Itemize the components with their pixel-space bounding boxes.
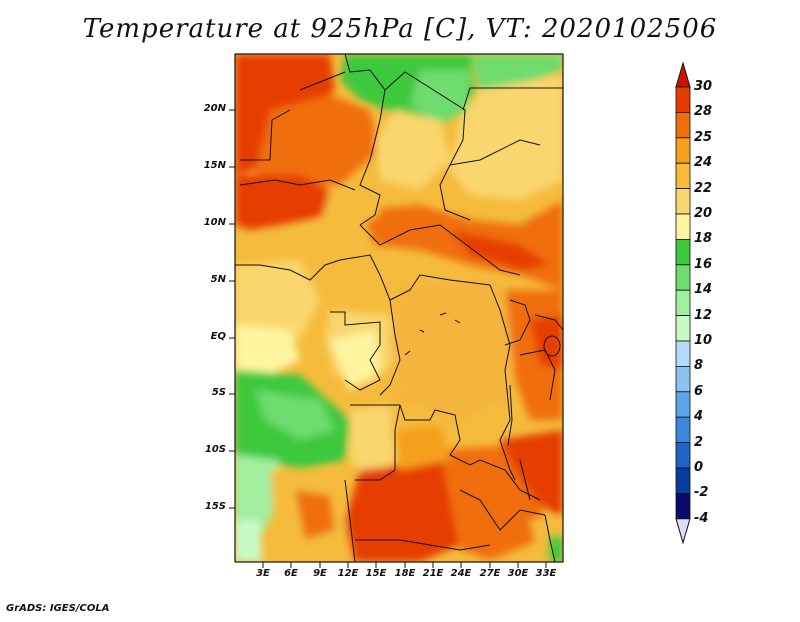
colorbar-swatch [675, 162, 691, 189]
map-frame [234, 53, 564, 563]
colorbar-label: 14 [694, 282, 713, 298]
colorbar-swatch [675, 340, 691, 367]
colorbar [675, 61, 691, 545]
x-tick-label: 24E [450, 568, 472, 579]
colorbar-swatch [675, 137, 691, 164]
lake-outlines [404, 312, 561, 501]
colorbar-label: 24 [694, 155, 713, 171]
y-tick-label: 15S [204, 501, 226, 512]
map-title: Temperature at 925hPa [C], VT: 202010250… [82, 14, 718, 44]
x-tick-label: 6E [284, 568, 298, 579]
colorbar-swatch [675, 315, 691, 342]
colorbar-label: 2 [694, 434, 704, 450]
colorbar-label: 18 [694, 231, 713, 247]
y-tick-label: 10S [204, 444, 226, 455]
colorbar-swatch [675, 213, 691, 240]
x-tick-label: 27E [479, 568, 501, 579]
colorbar-swatch [675, 365, 691, 393]
colorbar-label: -2 [694, 485, 709, 501]
colorbar-swatch [675, 188, 691, 215]
colorbar-swatch [675, 86, 691, 113]
x-tick-label: 9E [313, 568, 327, 579]
colorbar-label: 22 [694, 180, 713, 196]
y-tick-label: 15N [203, 160, 226, 171]
colorbar-swatch [675, 442, 691, 469]
colorbar-swatch [675, 391, 691, 418]
colorbar-label: 0 [694, 460, 704, 475]
colorbar-min-triangle [675, 518, 691, 545]
colorbar-swatch [675, 467, 691, 494]
x-tick-label: 15E [365, 568, 387, 579]
x-tick-label: 18E [394, 568, 416, 579]
y-tick-label: 5S [211, 387, 226, 398]
temperature-field [235, 54, 563, 562]
y-tick-label: EQ [210, 331, 226, 342]
colorbar-swatch [675, 492, 691, 520]
colorbar-label: 8 [694, 358, 704, 374]
x-tick-label: 3E [256, 568, 270, 579]
colorbar-swatch [675, 416, 691, 444]
colorbar-swatch [675, 238, 691, 266]
colorbar-label: 20 [694, 206, 713, 221]
colorbar-label: 25 [694, 129, 713, 145]
y-tick-label: 5N [210, 274, 226, 285]
country-borders [235, 54, 563, 562]
colorbar-swatch [675, 112, 691, 139]
colorbar-label: 10 [694, 333, 713, 348]
colorbar-swatch [675, 289, 691, 317]
axis-ticks [229, 109, 547, 568]
colorbar-label: 6 [694, 383, 704, 399]
x-tick-label: 12E [337, 568, 359, 579]
y-tick-label: 10N [203, 217, 226, 228]
x-tick-label: 33E [535, 568, 557, 579]
colorbar-label: 28 [694, 104, 713, 120]
colorbar-label: 4 [694, 409, 704, 425]
x-tick-label: 30E [507, 568, 529, 579]
y-tick-label: 20N [203, 103, 226, 114]
colorbar-max-triangle [675, 61, 691, 88]
colorbar-label: 16 [694, 256, 713, 272]
x-tick-label: 21E [422, 568, 444, 579]
footer-credit: GrADS: IGES/COLA [6, 603, 110, 614]
colorbar-label: 30 [694, 79, 713, 94]
colorbar-label: -4 [694, 510, 709, 526]
colorbar-swatch [675, 264, 691, 291]
colorbar-label: 12 [694, 307, 713, 323]
